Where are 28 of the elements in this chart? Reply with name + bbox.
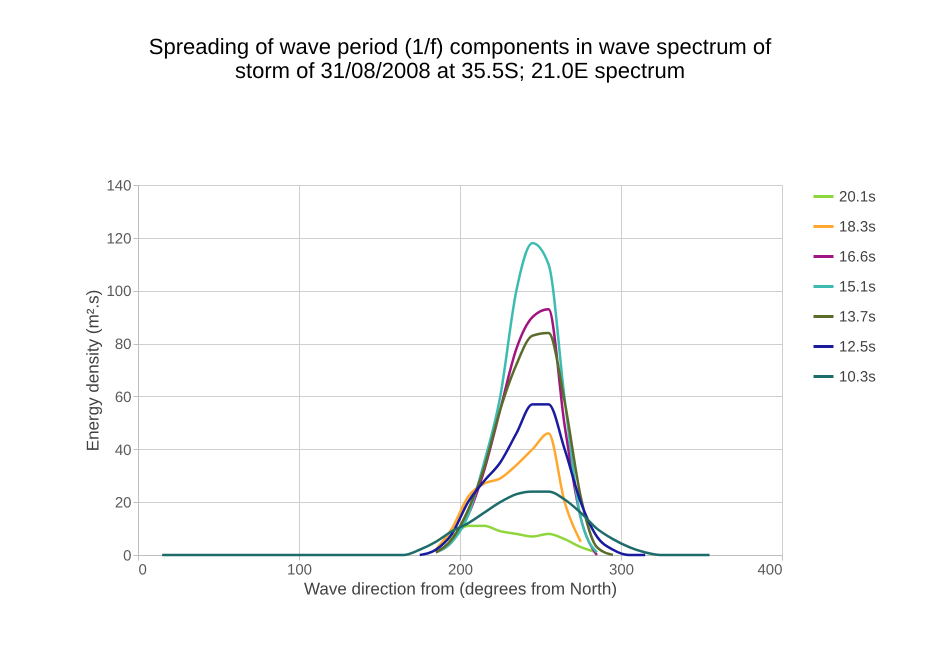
text: Spreading of wave period (1/f) components in wave spectrum of: [148, 34, 772, 59]
legend-label: 12.5s: [839, 338, 876, 356]
y-tick-label: 0: [123, 548, 132, 564]
y-axis-title: Energy density (m².s): [83, 290, 102, 452]
y-tick-label: 80: [114, 336, 132, 354]
x-tick-label: 200: [448, 562, 474, 578]
y-tick-label: 100: [106, 283, 132, 300]
line-series: [434, 432, 582, 551]
legend-label: 20.1s: [839, 188, 876, 206]
legend-label: 10.3s: [839, 368, 876, 386]
legend-label: 18.3s: [839, 218, 876, 236]
x-tick-label: 400: [757, 562, 782, 578]
y-tick-label: 60: [114, 388, 132, 406]
y-tick-label: 140: [106, 178, 132, 194]
y-tick-label: 20: [114, 494, 132, 512]
x-axis-title: Wave direction from (degrees from North): [304, 580, 618, 598]
legend-label: 15.1s: [839, 278, 876, 296]
y-tick-label: 120: [106, 230, 132, 248]
legend-label: 16.6s: [839, 248, 876, 266]
legend-label: 13.7s: [839, 308, 876, 326]
text: storm of 31/08/2008 at 35.5S; 21.0E spectrum: [234, 58, 686, 83]
x-tick-label: 100: [286, 562, 312, 578]
x-tick-label: 300: [608, 562, 634, 578]
x-tick-label: 0: [138, 562, 147, 578]
y-tick-label: 40: [114, 442, 132, 459]
line-series: [418, 403, 646, 556]
line-series: [434, 332, 614, 556]
line-series: [160, 490, 711, 556]
